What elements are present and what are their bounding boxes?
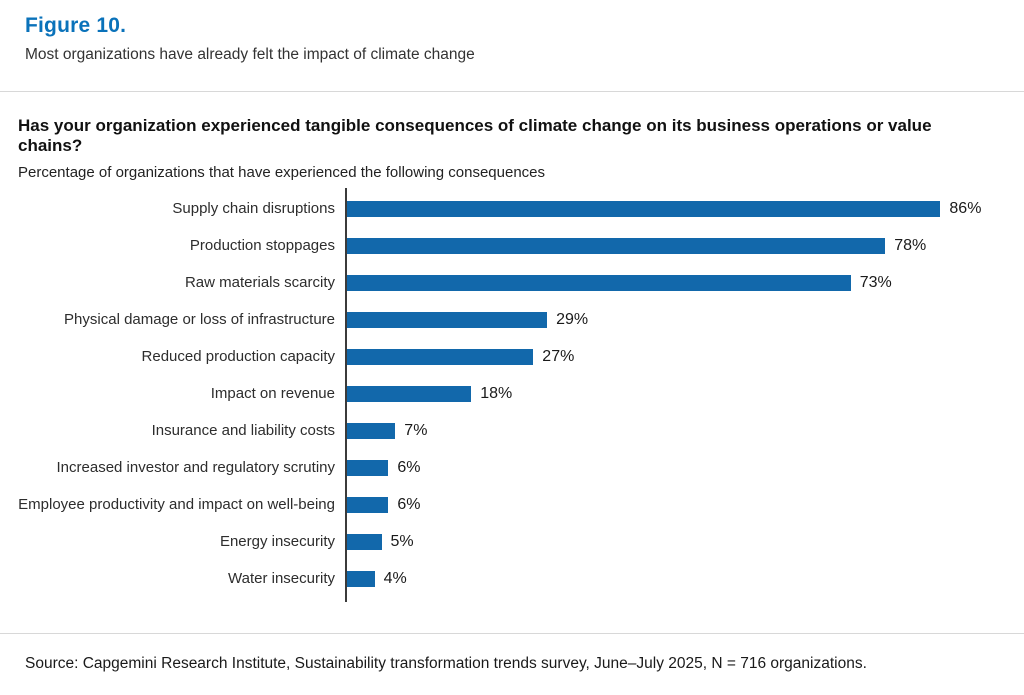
bar: [347, 349, 534, 366]
value-label: 18%: [480, 385, 513, 403]
value-label: 4%: [383, 570, 407, 588]
bar: [347, 238, 886, 255]
source-note: Source: Capgemini Research Institute, Su…: [25, 655, 867, 672]
bar-track: 78%: [347, 237, 1024, 255]
bar-track: 18%: [347, 385, 1024, 403]
bar-rows-container: Supply chain disruptions 86% Production …: [18, 191, 1004, 598]
bar-row: Reduced production capacity 27%: [18, 339, 1004, 376]
category-label: Impact on revenue: [210, 385, 335, 403]
category-label: Reduced production capacity: [141, 348, 335, 366]
bar-track: 5%: [347, 533, 1024, 551]
bottom-divider: [0, 633, 1024, 634]
bar: [347, 460, 389, 477]
bar-track: 73%: [347, 274, 1024, 292]
bar: [347, 312, 548, 329]
category-label: Raw materials scarcity: [184, 274, 335, 292]
bar-row: Energy insecurity 5%: [18, 524, 1004, 561]
bar-row: Water insecurity 4%: [18, 561, 1004, 598]
bar: [347, 423, 396, 440]
bar-row: Raw materials scarcity 73%: [18, 265, 1004, 302]
value-label: 29%: [556, 311, 589, 329]
y-axis-line: [345, 187, 347, 602]
figure-header: Figure 10. Most organizations have alrea…: [25, 14, 999, 64]
chart-section: Has your organization experienced tangib…: [18, 116, 1004, 602]
figure-number: Figure 10.: [25, 14, 127, 37]
bar-track: 86%: [347, 200, 1024, 218]
bar: [347, 275, 851, 292]
category-label: Increased investor and regulatory scruti…: [56, 459, 335, 477]
bar-row: Supply chain disruptions 86%: [18, 191, 1004, 228]
category-label: Production stoppages: [189, 237, 335, 255]
bar: [347, 386, 472, 403]
value-label: 5%: [390, 533, 414, 551]
bar-track: 27%: [347, 348, 1024, 366]
bar: [347, 571, 375, 588]
category-label: Insurance and liability costs: [151, 422, 335, 440]
chart-subtitle: Percentage of organizations that have ex…: [18, 163, 546, 181]
value-label: 73%: [859, 274, 892, 292]
value-label: 27%: [542, 348, 575, 366]
bar: [347, 534, 382, 551]
value-label: 6%: [397, 496, 421, 514]
bar-row: Insurance and liability costs 7%: [18, 413, 1004, 450]
top-divider: [0, 91, 1024, 92]
bar-row: Physical damage or loss of infrastructur…: [18, 302, 1004, 339]
chart-question-title: Has your organization experienced tangib…: [18, 116, 932, 156]
value-label: 86%: [949, 200, 982, 218]
bar-track: 7%: [347, 422, 1024, 440]
bar-track: 6%: [347, 459, 1024, 477]
bar-track: 6%: [347, 496, 1024, 514]
category-label: Employee productivity and impact on well…: [18, 496, 335, 514]
bar-row: Employee productivity and impact on well…: [18, 487, 1004, 524]
value-label: 6%: [397, 459, 421, 477]
bar: [347, 201, 941, 218]
bar-chart: Supply chain disruptions 86% Production …: [18, 187, 1004, 602]
value-label: 78%: [894, 237, 927, 255]
figure-caption: Most organizations have already felt the…: [25, 46, 475, 63]
bar-track: 29%: [347, 311, 1024, 329]
bar-track: 4%: [347, 570, 1024, 588]
category-label: Physical damage or loss of infrastructur…: [64, 311, 335, 329]
category-label: Energy insecurity: [219, 533, 335, 551]
category-label: Water insecurity: [228, 570, 335, 588]
bar-row: Impact on revenue 18%: [18, 376, 1004, 413]
value-label: 7%: [404, 422, 428, 440]
bar-row: Production stoppages 78%: [18, 228, 1004, 265]
bar: [347, 497, 389, 514]
bar-row: Increased investor and regulatory scruti…: [18, 450, 1004, 487]
category-label: Supply chain disruptions: [172, 200, 335, 218]
